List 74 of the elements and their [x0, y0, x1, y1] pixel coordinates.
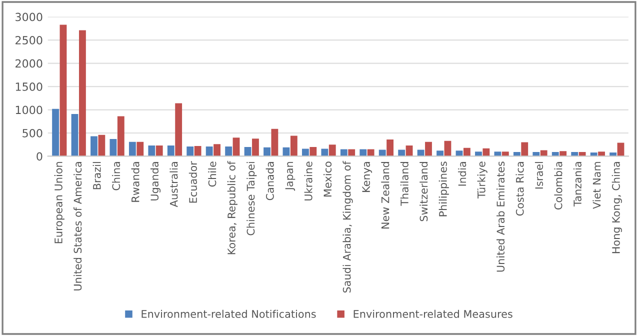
bar: [90, 136, 98, 156]
x-tick-label: Chinese Taipei: [246, 162, 257, 236]
x-tick-label: Switzerland: [420, 162, 428, 222]
bar: [186, 146, 194, 156]
x-tick-label: Mexico: [323, 162, 332, 196]
bar: [271, 128, 278, 156]
bar: [110, 139, 117, 156]
x-tick-label: Philippines: [438, 162, 449, 216]
y-tick-label: 2500: [16, 36, 42, 44]
x-tick-label: European Union: [54, 162, 64, 244]
bar: [425, 142, 432, 156]
y-tick-label: 0: [36, 152, 42, 161]
x-tick-label: Ukraine: [304, 162, 312, 200]
x-tick-label: Costa Rica: [516, 162, 524, 216]
x-tick-label: Viet Nam: [592, 162, 601, 209]
bar: [328, 144, 336, 156]
legend-label: Environment-related Measures: [354, 310, 512, 318]
bar: [175, 103, 182, 156]
x-tick-label: Uganda: [150, 162, 161, 200]
x-tick-label: Rwanda: [131, 162, 140, 202]
bar: [386, 140, 394, 156]
bar: [436, 150, 444, 156]
bar: [117, 116, 124, 156]
x-tick-label: Japan: [285, 162, 296, 191]
y-tick-label: 500: [22, 128, 42, 138]
x-tick-label: Hong Kong, China: [612, 162, 622, 254]
bar: [521, 142, 528, 156]
x-tick-label: India: [458, 162, 466, 186]
x-tick-label: Chile: [208, 162, 216, 187]
x-tick-label: Türkiye: [477, 162, 488, 198]
x-tick-label: Australia: [170, 162, 178, 208]
x-tick-label: Thailand: [400, 162, 408, 206]
x-tick-label: United States of America: [74, 162, 82, 290]
x-tick-label: Canada: [266, 162, 274, 200]
bar: [225, 146, 232, 156]
x-tick-label: Ecuador: [188, 161, 197, 203]
bar: [156, 146, 163, 156]
y-tick-label: 1000: [16, 106, 42, 114]
x-tick-label: New Zealand: [381, 162, 390, 229]
y-tick-label: 2000: [16, 59, 42, 68]
bar: [194, 146, 202, 156]
x-tick-label: China: [112, 162, 120, 190]
bar: [214, 144, 220, 156]
bar: [52, 108, 59, 156]
bar: [98, 134, 106, 156]
bar: [264, 147, 270, 156]
x-tick-label: Saudi Arabia, Kingdom of: [342, 160, 353, 293]
bar: [232, 138, 240, 156]
bar: [167, 146, 174, 156]
bar: [148, 146, 156, 156]
bar: [417, 150, 424, 156]
x-tick-label: Tanzania: [573, 162, 582, 206]
bar: [78, 30, 86, 156]
x-tick-label: Korea, Republic of: [227, 160, 238, 254]
bar: [378, 150, 386, 156]
bar: [463, 148, 470, 156]
bar: [540, 150, 548, 156]
x-tick-label: United Arab Emirates: [496, 162, 505, 272]
bar: [252, 138, 259, 156]
bar: [206, 146, 213, 156]
bar: [290, 136, 298, 156]
x-tick-label: Kenya: [362, 162, 372, 192]
y-tick-label: 3000: [16, 12, 42, 22]
bar: [71, 114, 78, 156]
y-tick-label: 1500: [16, 82, 42, 91]
legend-label: Environment-related Notifications: [142, 310, 316, 318]
bar: [310, 146, 317, 156]
bar: [136, 142, 144, 156]
bar: [398, 150, 406, 156]
bar: [60, 24, 67, 156]
bar: [128, 142, 136, 156]
x-tick-label: Colombia: [554, 162, 562, 210]
x-tick-label: Brazil: [92, 162, 101, 190]
x-tick-label: Israel: [534, 162, 544, 189]
